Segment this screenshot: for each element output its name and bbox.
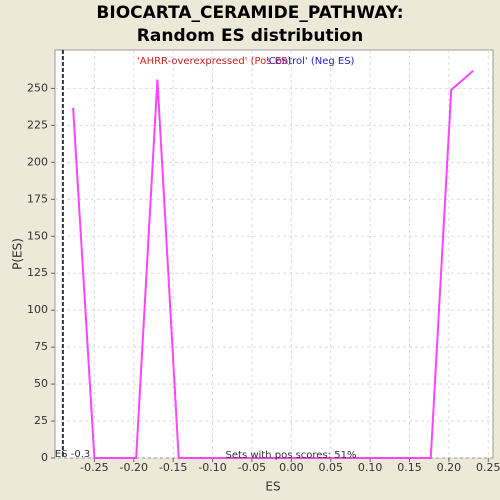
y-tick-label: 125 <box>27 266 48 279</box>
x-tick-label: 0.00 <box>279 461 304 474</box>
x-tick-label: 0.10 <box>358 461 383 474</box>
y-tick-label: 175 <box>27 192 48 205</box>
x-tick-label: -0.20 <box>120 461 148 474</box>
y-tick-label: 100 <box>27 303 48 316</box>
x-tick-label: 0.15 <box>397 461 422 474</box>
pos-label: 'AHRR-overexpressed' (Pos ES) <box>137 56 291 67</box>
y-tick-label: 150 <box>27 229 48 242</box>
y-tick-label: 250 <box>27 81 48 94</box>
plot-area <box>54 49 494 459</box>
y-axis-label: P(ES) <box>11 238 25 270</box>
y-tick-label: 75 <box>34 340 48 353</box>
x-tick-label: -0.25 <box>80 461 108 474</box>
y-tick-label: 25 <box>34 414 48 427</box>
footnote: Sets with pos scores: 51% <box>226 450 357 461</box>
line <box>72 69 474 459</box>
x-tick-label: 0.25 <box>476 461 500 474</box>
x-tick-label: 0.05 <box>318 461 343 474</box>
x-tick-label: 0.20 <box>437 461 462 474</box>
y-tick-label: 0 <box>41 451 48 464</box>
x-tick-label: -0.05 <box>238 461 266 474</box>
chart-title: BIOCARTA_CERAMIDE_PATHWAY: Random ES dist… <box>96 3 403 46</box>
neg-label: 'Control' (Neg ES) <box>266 56 355 67</box>
x-tick-label: -0.15 <box>159 461 187 474</box>
x-axis-label: ES <box>265 480 280 494</box>
x-tick-label: -0.10 <box>198 461 226 474</box>
es-marker-label: ES -0.3 <box>55 449 90 460</box>
y-tick-label: 200 <box>27 155 48 168</box>
y-tick-label: 50 <box>34 377 48 390</box>
y-tick-label: 225 <box>27 118 48 131</box>
